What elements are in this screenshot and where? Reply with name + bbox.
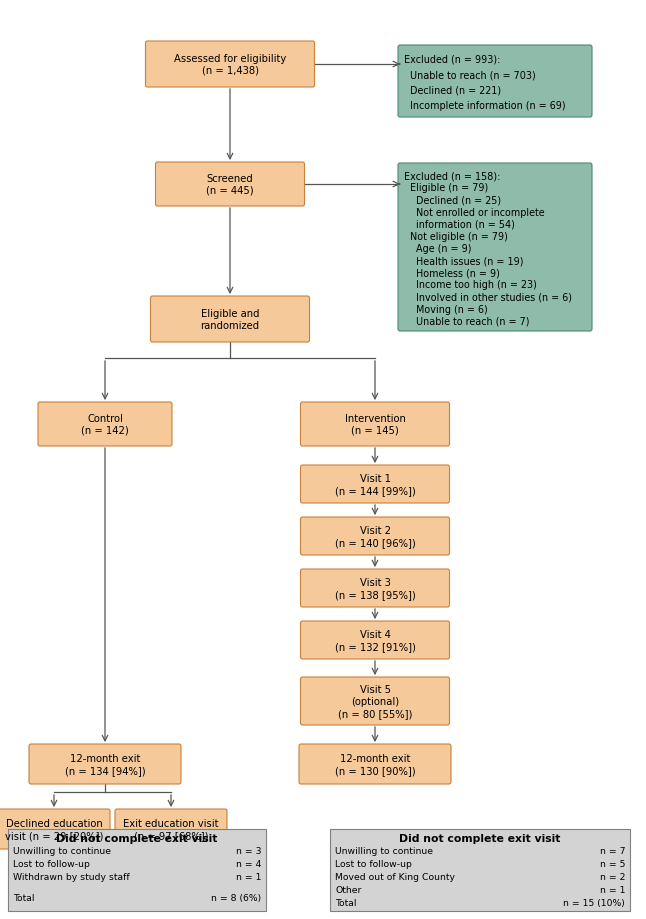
FancyBboxPatch shape — [300, 403, 450, 447]
Text: Declined (n = 25): Declined (n = 25) — [404, 195, 501, 205]
Text: Visit 3
(n = 138 [95%]): Visit 3 (n = 138 [95%]) — [335, 577, 415, 599]
Text: Income too high (n = 23): Income too high (n = 23) — [404, 280, 537, 290]
FancyBboxPatch shape — [299, 744, 451, 784]
Text: Lost to follow-up: Lost to follow-up — [335, 859, 412, 868]
FancyBboxPatch shape — [156, 163, 304, 207]
FancyBboxPatch shape — [145, 42, 315, 88]
Text: Homeless (n = 9): Homeless (n = 9) — [404, 268, 500, 278]
FancyBboxPatch shape — [151, 297, 309, 343]
FancyBboxPatch shape — [300, 517, 450, 555]
Text: n = 8 (6%): n = 8 (6%) — [211, 893, 261, 902]
Text: Incomplete information (n = 69): Incomplete information (n = 69) — [404, 101, 566, 111]
FancyBboxPatch shape — [38, 403, 172, 447]
Text: Age (n = 9): Age (n = 9) — [404, 244, 472, 254]
Text: Unwilling to continue: Unwilling to continue — [13, 846, 111, 856]
Text: Declined (n = 221): Declined (n = 221) — [404, 85, 501, 96]
Text: Eligible (n = 79): Eligible (n = 79) — [404, 183, 488, 193]
Text: Unable to reach (n = 703): Unable to reach (n = 703) — [404, 70, 536, 80]
Text: Excluded (n = 158):: Excluded (n = 158): — [404, 171, 501, 181]
Text: Withdrawn by study staff: Withdrawn by study staff — [13, 872, 130, 881]
Text: Exit education visit
(n = 97 [68%]): Exit education visit (n = 97 [68%]) — [123, 818, 219, 840]
Text: Intervention
(n = 145): Intervention (n = 145) — [344, 414, 406, 436]
Text: Not enrolled or incomplete: Not enrolled or incomplete — [404, 208, 545, 217]
Text: n = 2: n = 2 — [599, 872, 625, 881]
FancyBboxPatch shape — [300, 570, 450, 607]
FancyBboxPatch shape — [300, 466, 450, 504]
Text: n = 1: n = 1 — [236, 872, 261, 881]
FancyBboxPatch shape — [300, 677, 450, 725]
Text: Total: Total — [13, 893, 34, 902]
Text: information (n = 54): information (n = 54) — [404, 220, 515, 230]
Text: n = 15 (10%): n = 15 (10%) — [563, 899, 625, 908]
Text: n = 5: n = 5 — [599, 859, 625, 868]
Text: Unwilling to continue: Unwilling to continue — [335, 846, 433, 856]
Text: Did not complete exit visit: Did not complete exit visit — [56, 834, 218, 843]
Text: Visit 4
(n = 132 [91%]): Visit 4 (n = 132 [91%]) — [335, 630, 415, 651]
Text: Other: Other — [335, 886, 361, 894]
Text: n = 4: n = 4 — [236, 859, 261, 868]
Text: Moved out of King County: Moved out of King County — [335, 872, 455, 881]
Text: Moving (n = 6): Moving (n = 6) — [404, 304, 488, 314]
Text: Control
(n = 142): Control (n = 142) — [81, 414, 129, 436]
FancyBboxPatch shape — [8, 829, 266, 911]
Text: Did not complete exit visit: Did not complete exit visit — [399, 834, 561, 843]
Text: n = 3: n = 3 — [236, 846, 261, 856]
Text: Not eligible (n = 79): Not eligible (n = 79) — [404, 232, 508, 242]
Text: Eligible and
randomized: Eligible and randomized — [200, 309, 260, 331]
Text: Visit 1
(n = 144 [99%]): Visit 1 (n = 144 [99%]) — [335, 473, 415, 495]
Text: Lost to follow-up: Lost to follow-up — [13, 859, 90, 868]
Text: 12-month exit
(n = 130 [90%]): 12-month exit (n = 130 [90%]) — [335, 754, 415, 775]
FancyBboxPatch shape — [115, 809, 227, 849]
Text: n = 1: n = 1 — [599, 886, 625, 894]
Text: Excluded (n = 993):: Excluded (n = 993): — [404, 55, 501, 64]
Text: Declined education
visit (n = 29 [20%]): Declined education visit (n = 29 [20%]) — [5, 818, 103, 840]
FancyBboxPatch shape — [398, 164, 592, 332]
Text: Assessed for eligibility
(n = 1,438): Assessed for eligibility (n = 1,438) — [174, 54, 286, 75]
Text: Total: Total — [335, 899, 357, 908]
Text: Visit 2
(n = 140 [96%]): Visit 2 (n = 140 [96%]) — [335, 526, 415, 547]
FancyBboxPatch shape — [398, 46, 592, 118]
Text: Unable to reach (n = 7): Unable to reach (n = 7) — [404, 316, 530, 326]
Text: Involved in other studies (n = 6): Involved in other studies (n = 6) — [404, 292, 572, 302]
FancyBboxPatch shape — [0, 809, 110, 849]
Text: Visit 5
(optional)
(n = 80 [55%]): Visit 5 (optional) (n = 80 [55%]) — [338, 685, 412, 718]
FancyBboxPatch shape — [300, 621, 450, 659]
Text: Health issues (n = 19): Health issues (n = 19) — [404, 255, 523, 266]
FancyBboxPatch shape — [29, 744, 181, 784]
Text: n = 7: n = 7 — [599, 846, 625, 856]
Text: 12-month exit
(n = 134 [94%]): 12-month exit (n = 134 [94%]) — [65, 754, 145, 775]
Text: Screened
(n = 445): Screened (n = 445) — [206, 174, 254, 196]
FancyBboxPatch shape — [330, 829, 630, 911]
